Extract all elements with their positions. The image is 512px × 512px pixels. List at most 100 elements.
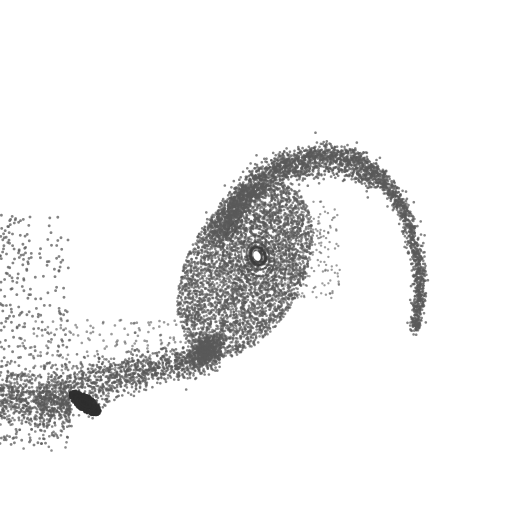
particle	[169, 360, 173, 363]
particle	[11, 388, 15, 392]
particle	[59, 382, 62, 386]
particle	[47, 423, 51, 427]
particle	[144, 361, 148, 364]
particle	[18, 233, 22, 237]
particle	[91, 394, 95, 397]
particle	[10, 310, 14, 314]
particle	[63, 414, 67, 418]
particle	[29, 256, 33, 259]
particle	[65, 435, 69, 439]
particle	[27, 433, 31, 436]
particle	[87, 379, 90, 382]
particle	[146, 344, 150, 347]
particle	[396, 186, 399, 189]
particle	[207, 373, 211, 376]
particle	[53, 407, 57, 411]
particle	[340, 152, 344, 156]
particle	[5, 304, 8, 307]
particle	[88, 363, 91, 366]
particle	[109, 374, 113, 377]
particle	[40, 383, 44, 387]
particle	[129, 378, 133, 381]
particle	[91, 386, 94, 389]
particle	[0, 403, 2, 406]
particle	[93, 354, 96, 358]
particle	[409, 258, 412, 261]
particle	[65, 357, 68, 361]
particle	[47, 224, 51, 228]
particle	[151, 377, 155, 380]
particle	[135, 365, 139, 369]
particle	[297, 145, 300, 149]
particle	[64, 386, 68, 390]
particle	[387, 189, 391, 193]
particle	[108, 368, 112, 372]
particle	[2, 247, 5, 251]
particle	[37, 423, 41, 427]
particle	[62, 286, 65, 290]
particle	[410, 230, 414, 234]
particle	[1, 309, 5, 313]
particle	[416, 325, 420, 329]
particle	[39, 420, 42, 423]
particle	[7, 375, 10, 378]
particle	[22, 344, 26, 348]
particle	[30, 385, 34, 389]
particle	[422, 281, 425, 285]
particle	[386, 205, 389, 208]
particle	[132, 381, 135, 384]
particle	[61, 356, 64, 359]
particle	[47, 381, 51, 384]
particle	[139, 355, 143, 359]
particle	[39, 354, 42, 358]
particle	[7, 231, 11, 235]
particle	[27, 224, 31, 227]
particle	[25, 391, 28, 394]
particle	[11, 244, 15, 248]
particle	[60, 319, 63, 322]
particle	[133, 342, 136, 345]
particle	[28, 406, 31, 410]
particle	[318, 150, 321, 153]
particle	[149, 370, 152, 374]
particle	[17, 249, 21, 253]
particle	[59, 323, 63, 327]
particle	[48, 435, 51, 438]
particle	[407, 240, 410, 244]
particle	[130, 375, 133, 379]
particle	[59, 434, 63, 437]
particle	[34, 430, 37, 433]
particle	[341, 149, 345, 153]
particle	[414, 261, 418, 265]
particle	[23, 374, 26, 378]
particle	[0, 359, 4, 363]
particle	[409, 241, 412, 245]
particle	[128, 369, 131, 373]
particle	[418, 280, 421, 284]
particle	[164, 364, 168, 367]
particle	[38, 437, 41, 440]
particle	[417, 260, 420, 264]
particle	[392, 207, 396, 210]
particle	[205, 364, 208, 368]
particle	[176, 358, 179, 362]
particle	[408, 324, 412, 327]
particle	[43, 429, 47, 433]
particle	[131, 359, 134, 363]
particle	[153, 364, 156, 367]
particle	[277, 155, 281, 158]
particle	[185, 372, 189, 376]
particle	[109, 384, 112, 387]
particle	[136, 334, 140, 338]
particle	[398, 203, 402, 206]
particle	[58, 376, 61, 380]
particle	[29, 293, 32, 296]
particle	[51, 387, 54, 391]
particle	[72, 413, 75, 417]
particle	[88, 374, 92, 378]
particle	[9, 423, 12, 427]
particle	[61, 424, 64, 428]
particle	[39, 399, 43, 402]
particle	[51, 364, 55, 367]
particle	[15, 293, 19, 296]
